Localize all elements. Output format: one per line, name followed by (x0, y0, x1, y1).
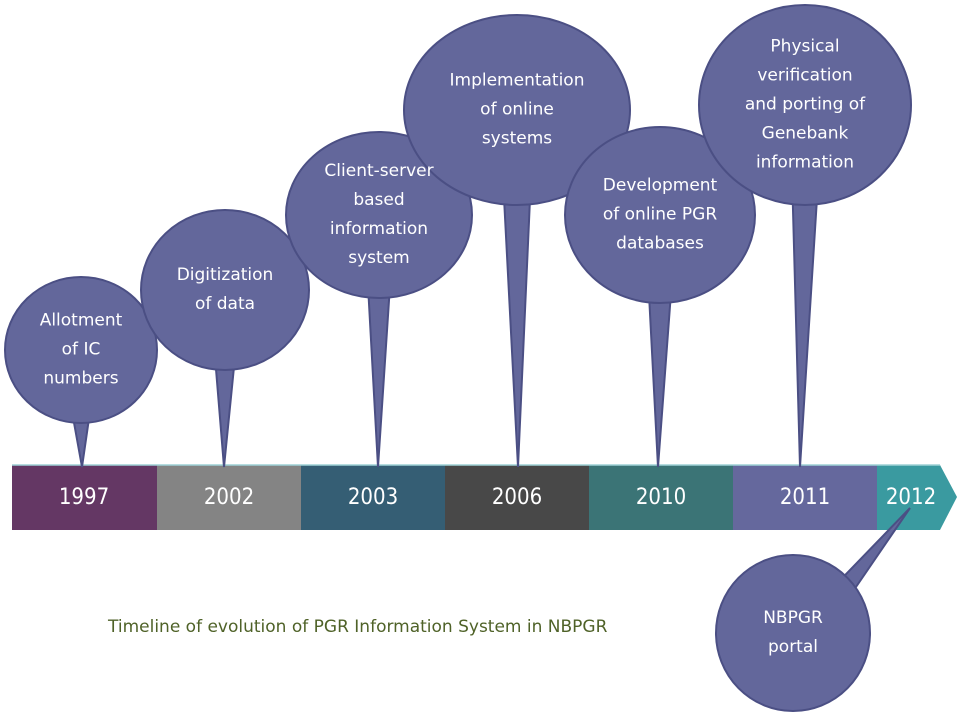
callout-bubble-2003 (285, 131, 473, 299)
callout-bubble-2010 (564, 126, 756, 304)
timeline-segment-1997 (12, 465, 157, 530)
callout-text-2011: Physical verification and porting of Gen… (744, 36, 866, 173)
callout-text-2012: NBPGR portal (763, 608, 823, 657)
timeline-arrow-2012 (877, 465, 957, 530)
year-label-2011: 2011 (779, 485, 831, 510)
year-label-2010: 2010 (635, 485, 687, 510)
callout-text-1997: Allotment of IC numbers (39, 310, 123, 389)
year-label-1997: 1997 (58, 485, 110, 510)
callout-bubble-1997 (4, 276, 158, 424)
year-label-2006: 2006 (491, 485, 543, 510)
callout-text-2006: Implementation of online systems (449, 70, 585, 149)
year-label-2012: 2012 (885, 485, 937, 510)
timeline-segment-2003 (301, 465, 445, 530)
callout-text-2003: Client-server based information system (324, 161, 434, 268)
year-label-2003: 2003 (347, 485, 399, 510)
callout-bubble-2002 (140, 209, 310, 371)
callout-tail-2011 (791, 188, 819, 468)
caption: Timeline of evolution of PGR Information… (108, 617, 608, 637)
year-label-2002: 2002 (203, 485, 255, 510)
callout-bubble-2011 (698, 4, 912, 206)
timeline-segment-2002 (157, 465, 301, 530)
callout-tail-2002 (213, 356, 237, 468)
timeline-segment-2006 (445, 465, 589, 530)
callout-bubble-2006 (403, 14, 631, 206)
callout-tail-2003 (366, 283, 392, 468)
callout-tail-2010 (647, 288, 673, 468)
callout-text-2002: Digitization of data (176, 265, 274, 314)
timeline-segment-2010 (589, 465, 733, 530)
callout-tail-2006 (502, 188, 532, 468)
callout-text-2010: Development of online PGR databases (602, 175, 718, 254)
callout-bubble-2012 (715, 554, 871, 712)
timeline-segment-2011 (733, 465, 877, 530)
